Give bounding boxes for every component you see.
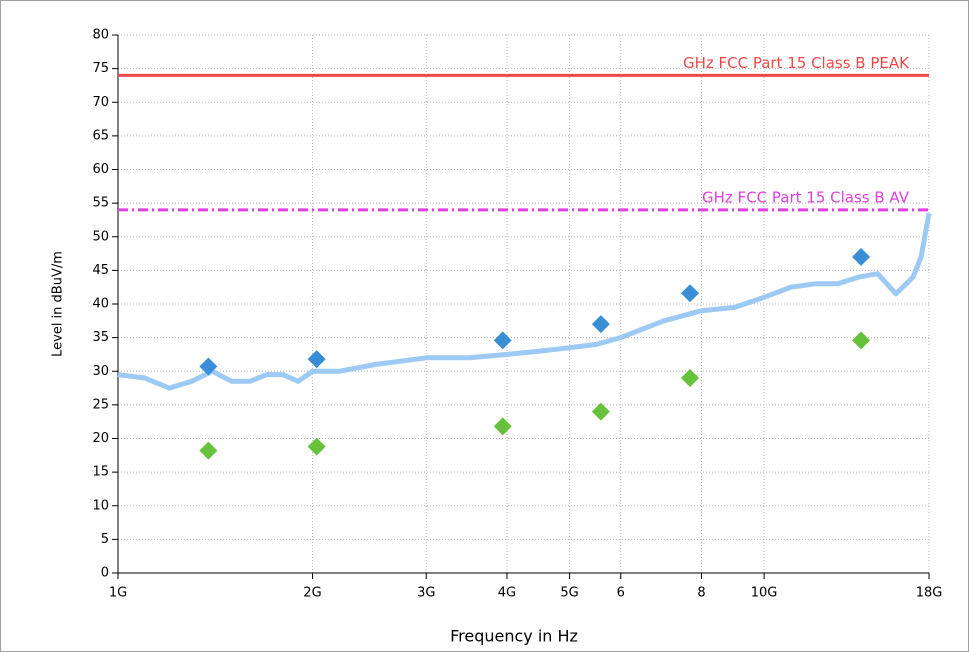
y-tick-label: 45: [92, 263, 109, 278]
diamond-marker: [591, 402, 610, 421]
x-tick-label: 8: [697, 586, 705, 601]
diamond-marker: [307, 350, 326, 369]
y-tick-label: 80: [92, 28, 109, 43]
x-tick-label: 2G: [303, 586, 321, 601]
x-tick-label: 10G: [751, 586, 778, 601]
y-tick-label: 30: [92, 364, 109, 379]
x-axis-title: Frequency in Hz: [450, 627, 578, 646]
y-tick-label: 20: [92, 431, 109, 446]
x-tick-label: 18G: [916, 586, 943, 601]
diamond-marker: [199, 441, 218, 460]
diamond-marker: [493, 417, 512, 436]
y-tick-label: 10: [92, 498, 109, 513]
x-tick-label: 4G: [498, 586, 516, 601]
y-tick-label: 35: [92, 330, 109, 345]
diamond-marker: [852, 247, 871, 266]
y-tick-label: 60: [92, 162, 109, 177]
y-tick-label: 70: [92, 95, 109, 110]
y-axis-title: Level in dBuV/m: [51, 251, 66, 357]
y-tick-label: 75: [92, 61, 109, 76]
y-tick-label: 65: [92, 128, 109, 143]
y-tick-label: 50: [92, 229, 109, 244]
trace: [117, 212, 932, 391]
limit-label: GHz FCC Part 15 Class B PEAK: [683, 54, 910, 72]
x-tick-label: 6: [617, 586, 625, 601]
diamond-marker: [307, 437, 326, 456]
y-tick-label: 40: [92, 297, 109, 312]
diamond-marker: [681, 284, 700, 303]
limit-label: GHz FCC Part 15 Class B AV: [702, 188, 910, 206]
diamond-marker: [199, 357, 218, 376]
diamond-marker: [493, 331, 512, 350]
diamond-marker: [681, 368, 700, 387]
y-tick-label: 5: [101, 532, 109, 547]
x-tick-label: 5G: [560, 586, 578, 601]
x-tick-label: 3G: [417, 586, 435, 601]
x-tick-label: 1G: [109, 586, 127, 601]
y-tick-label: 25: [92, 397, 109, 412]
y-tick-label: 15: [92, 465, 109, 480]
y-tick-label: 0: [101, 566, 109, 581]
y-tick-label: 55: [92, 196, 109, 211]
diamond-marker: [852, 331, 871, 350]
diamond-marker: [591, 315, 610, 334]
